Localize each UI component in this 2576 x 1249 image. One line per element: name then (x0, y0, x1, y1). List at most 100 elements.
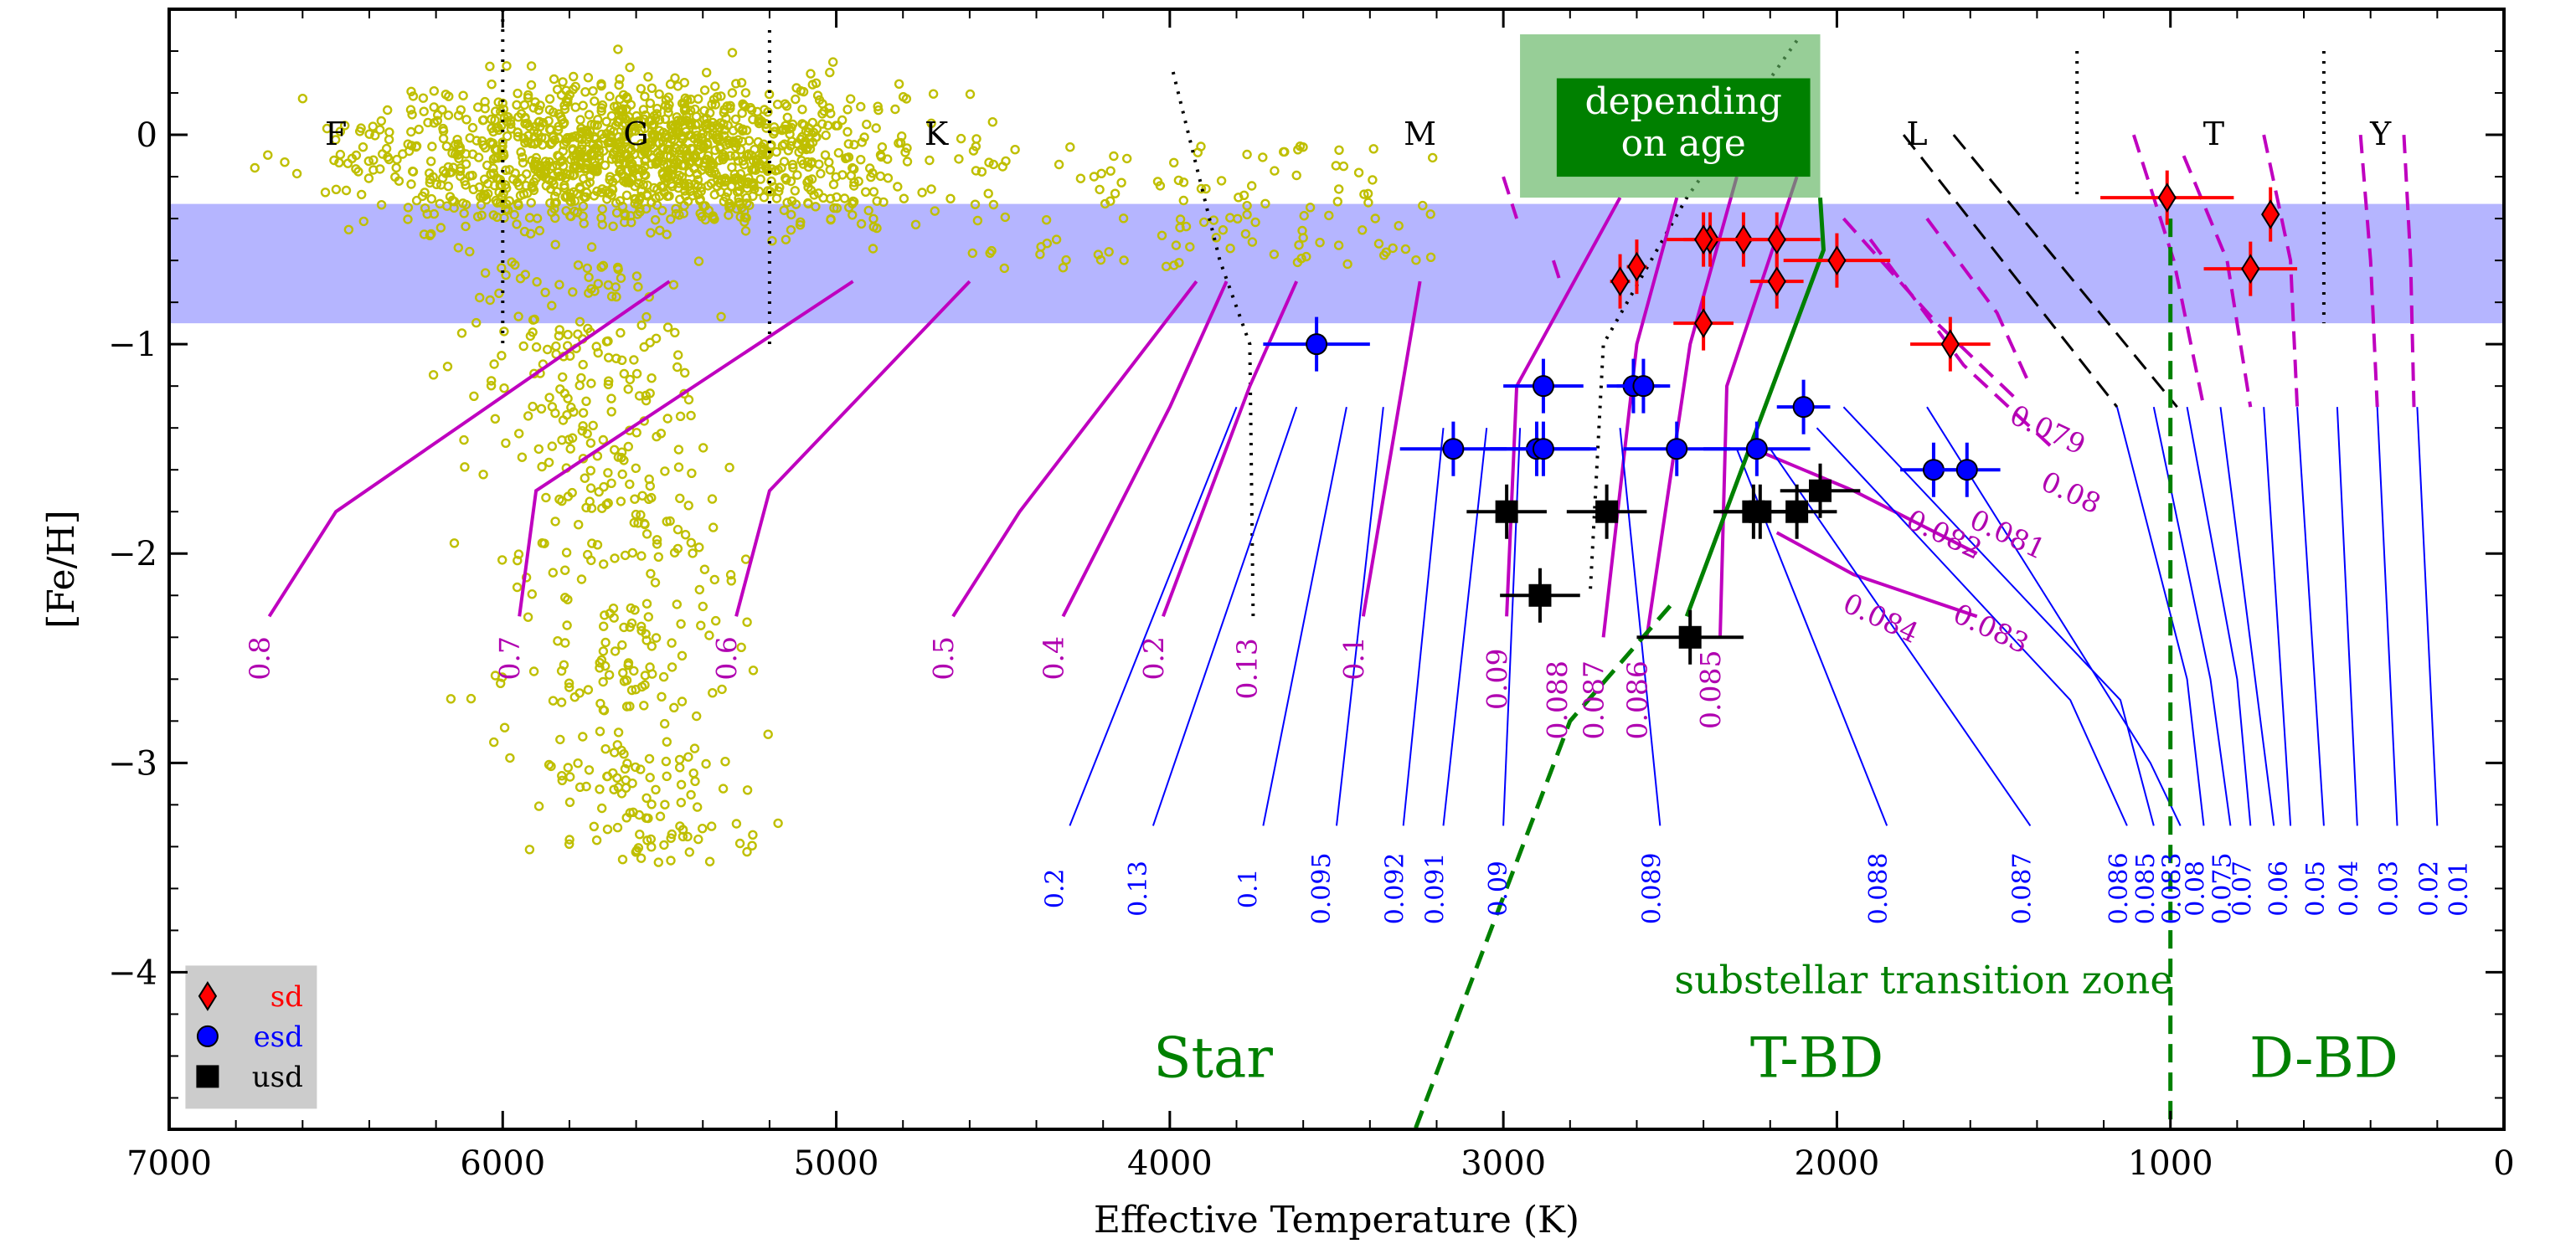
field-star-point (335, 126, 345, 136)
field-star-point (631, 126, 641, 136)
field-star-point (320, 188, 331, 198)
field-star-point (762, 164, 772, 174)
field-star-point (652, 431, 662, 442)
field-star-point (1353, 167, 1364, 177)
field-star-point (541, 168, 551, 179)
field-star-point (437, 173, 448, 183)
field-star-point (564, 835, 574, 845)
field-star-point (592, 540, 603, 550)
magenta-mass-track (1645, 176, 1739, 638)
field-star-point (422, 208, 432, 219)
field-star-point (435, 198, 445, 209)
field-star-point (1400, 244, 1411, 254)
field-star-point (606, 111, 617, 121)
field-star-point (1152, 177, 1163, 187)
field-star-point (698, 824, 708, 834)
field-star-point (667, 134, 677, 144)
field-star-point (376, 199, 387, 210)
field-star-point (586, 163, 596, 173)
field-star-point (684, 847, 694, 857)
field-star-point (900, 147, 910, 157)
field-star-point (1035, 249, 1045, 260)
field-star-point (630, 494, 640, 504)
field-star-point (816, 168, 826, 179)
field-star-point (583, 685, 594, 695)
field-star-point (574, 182, 585, 193)
field-star-point (1105, 166, 1115, 176)
magenta-mass-track (1162, 280, 1299, 618)
field-star-point (1178, 177, 1189, 188)
field-star-point (487, 376, 497, 386)
field-star-point (578, 408, 589, 418)
field-star-point (331, 135, 341, 145)
field-star-point (566, 402, 576, 413)
field-star-point (476, 200, 487, 210)
field-star-point (625, 177, 635, 188)
field-star-point (554, 331, 564, 341)
field-star-point (895, 137, 906, 148)
field-star-point (781, 234, 791, 244)
field-star-point (703, 151, 714, 161)
magenta-mass-label: 0.084 (1838, 587, 1924, 650)
field-star-point (902, 157, 913, 167)
magenta-mass-label: 0.2 (1137, 636, 1170, 680)
field-star-point (381, 143, 392, 154)
field-star-point (674, 754, 685, 765)
field-star-point (701, 758, 711, 769)
field-star-point (718, 784, 729, 794)
field-star-point (748, 114, 758, 125)
field-star-point (391, 162, 401, 173)
field-star-point (548, 568, 558, 578)
y-tick-label: −4 (108, 953, 157, 992)
field-star-point (666, 214, 676, 224)
blue-mass-label: 0.083 (2158, 852, 2187, 924)
y-tick-label: −2 (108, 535, 157, 573)
field-star-point (1185, 242, 1195, 252)
field-star-point (729, 136, 739, 146)
field-star-point (403, 139, 413, 149)
field-star-point (487, 138, 498, 148)
field-star-point (630, 198, 640, 208)
field-star-point (559, 182, 569, 193)
field-star-point (1193, 147, 1203, 157)
field-star-point (613, 782, 624, 793)
field-star-point (621, 190, 632, 201)
field-star-point (667, 829, 677, 840)
subdwarf-points (1263, 170, 2298, 665)
age-label-background (1556, 78, 1811, 177)
field-star-point (740, 554, 751, 564)
axes: 7000 6000 5000 4000 3000 2000 1000 0 0 −1 −2 −3 −4 (108, 8, 2515, 1183)
field-star-point (792, 170, 802, 180)
field-star-point (564, 839, 574, 849)
field-star-point (596, 80, 606, 91)
field-star-point (525, 331, 536, 342)
field-star-point (639, 701, 649, 711)
field-star-point (429, 118, 440, 128)
field-star-point (860, 187, 871, 198)
field-star-point (503, 205, 513, 215)
field-star-point (687, 468, 697, 478)
blue-mass-label: 0.04 (2335, 861, 2364, 917)
field-star-point (725, 569, 736, 580)
field-star-point (747, 840, 757, 851)
field-star-point (633, 116, 643, 126)
field-star-point (653, 857, 663, 867)
field-star-point (680, 93, 690, 104)
field-star-point (633, 282, 643, 292)
field-star-point (618, 668, 628, 678)
field-star-point (649, 131, 660, 142)
field-star-point (1333, 240, 1344, 250)
esd-point (1792, 396, 1815, 419)
field-star-point (595, 727, 605, 737)
field-star-point (636, 320, 647, 331)
field-star-point (645, 662, 655, 672)
field-star-point (1246, 181, 1257, 191)
legend: sd esd usd (185, 965, 317, 1109)
field-star-point (661, 756, 672, 767)
field-star-point (557, 775, 567, 785)
field-star-point (742, 785, 753, 795)
field-star-point (813, 188, 824, 198)
sd-point (1627, 251, 1646, 282)
age-label-line: depending (1584, 80, 1782, 123)
field-star-point (848, 210, 858, 220)
